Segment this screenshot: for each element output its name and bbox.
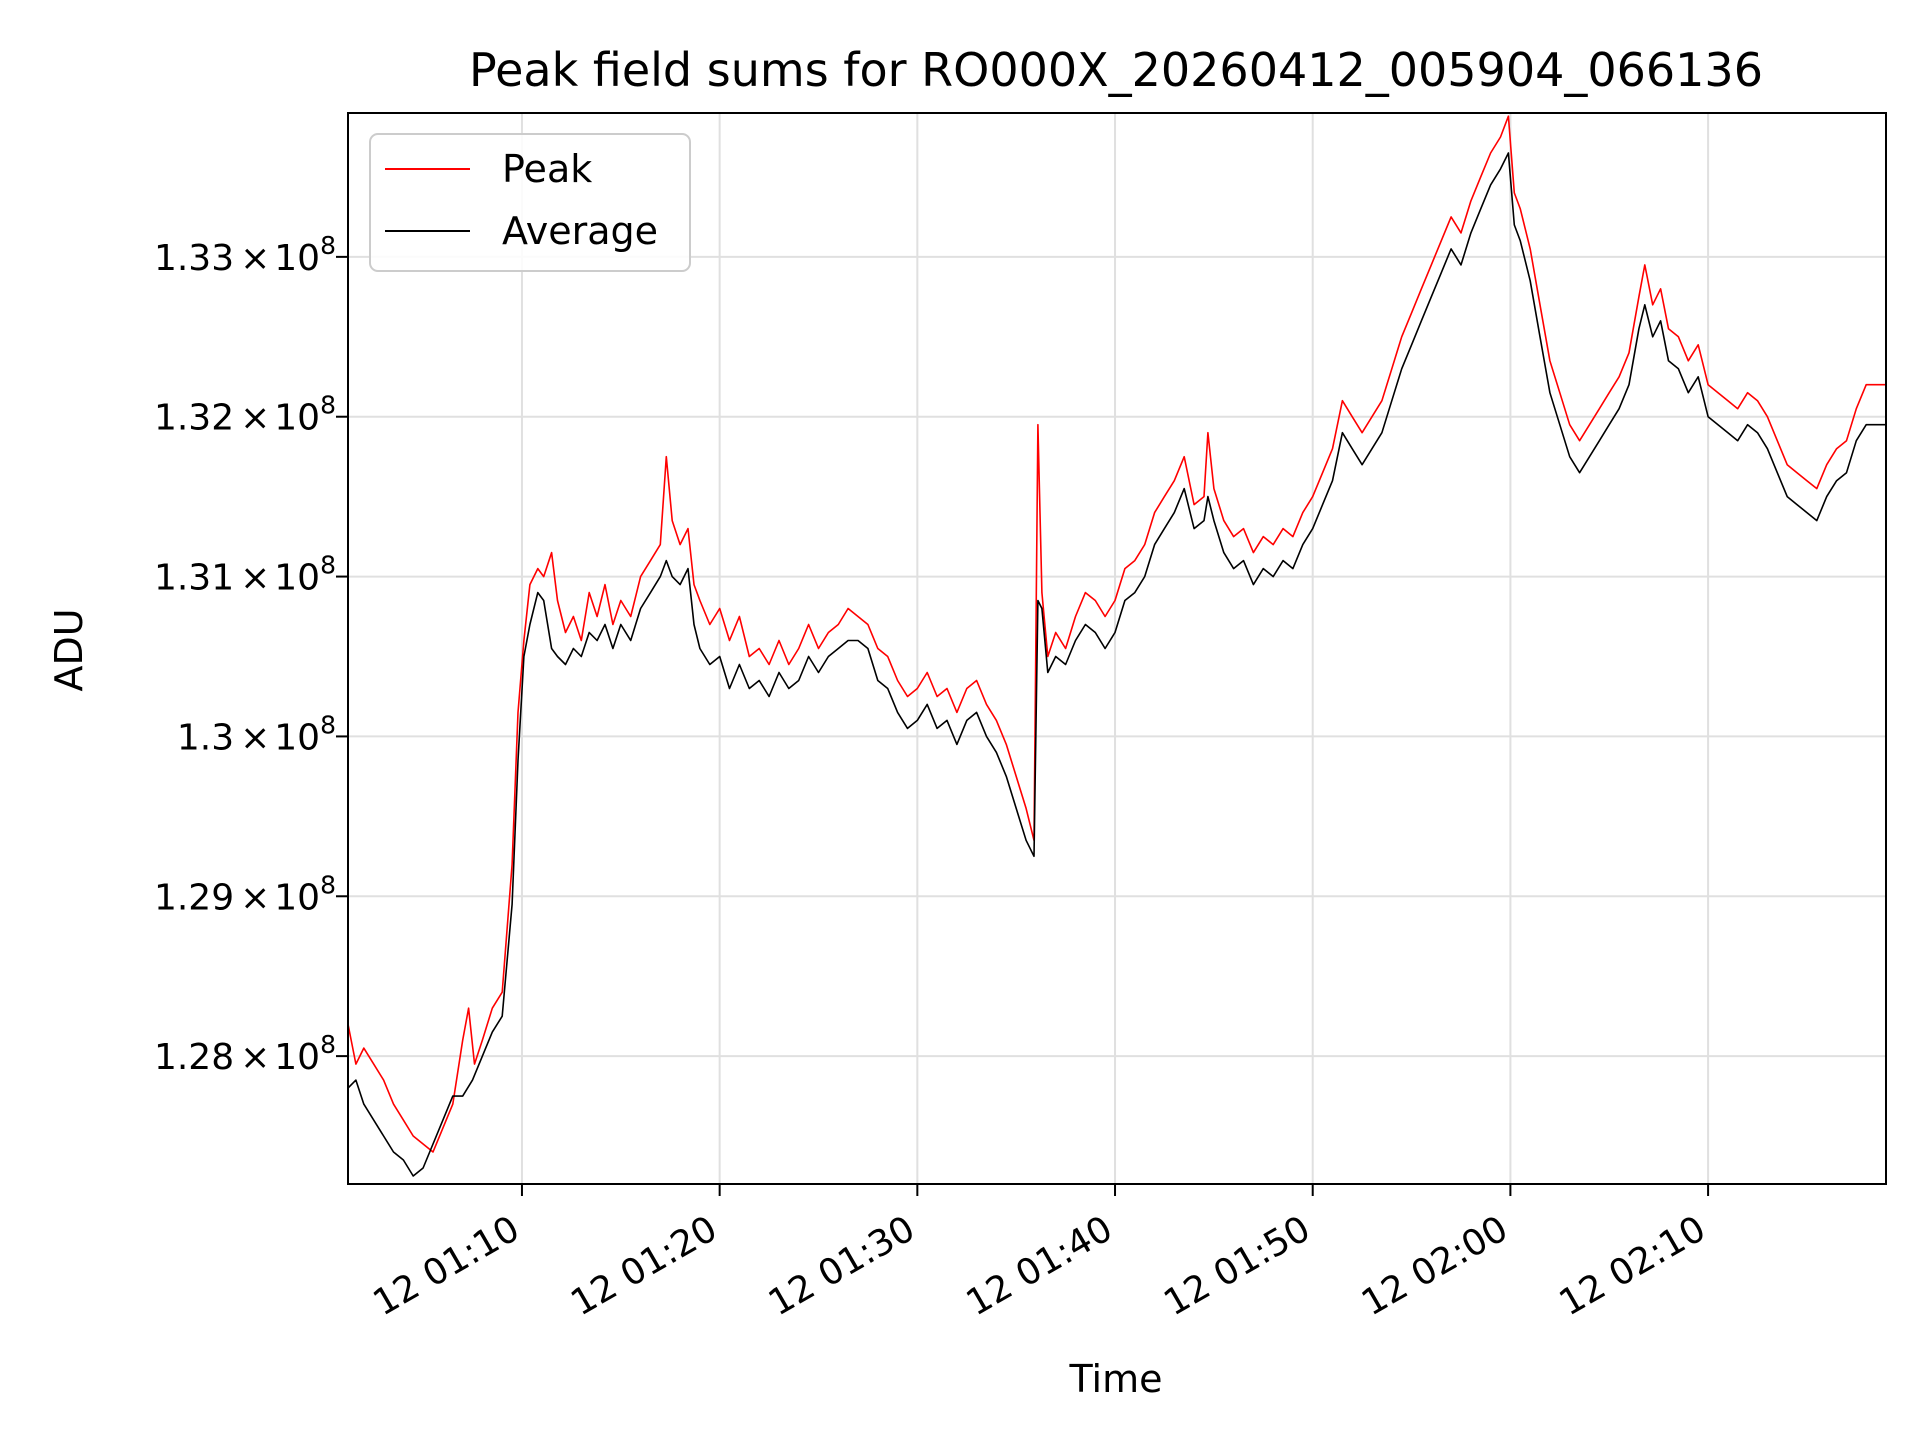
y-tick-times: ×	[240, 717, 270, 758]
y-tick-exponent: 8	[320, 870, 336, 899]
y-tick-base: 10	[274, 1037, 320, 1078]
legend: Peak Average	[369, 133, 691, 272]
series-layer	[347, 115, 1886, 1177]
y-tick-mantissa: 1.31	[154, 558, 234, 599]
series-line-average	[347, 152, 1886, 1177]
y-tick-times: ×	[240, 238, 270, 279]
y-tick-label: 1.31 × 108	[154, 551, 336, 599]
legend-label-average: Average	[502, 209, 658, 253]
y-tick-times: ×	[240, 877, 270, 918]
y-tick-exponent: 8	[320, 710, 336, 739]
y-tick-base: 10	[274, 717, 320, 758]
y-tick-exponent: 8	[320, 1030, 336, 1059]
y-tick-mantissa: 1.33	[154, 238, 234, 279]
y-tick-label: 1.28 × 108	[154, 1030, 336, 1078]
y-tick-exponent: 8	[320, 391, 336, 420]
x-axis-label: Time	[1069, 1357, 1163, 1401]
y-tick-times: ×	[240, 398, 270, 439]
y-tick-mantissa: 1.3	[177, 717, 234, 758]
series-line-peak	[347, 115, 1886, 1153]
y-tick-mantissa: 1.32	[154, 398, 234, 439]
grid-lines	[348, 113, 1886, 1184]
y-tick-label: 1.33 × 108	[154, 231, 336, 279]
y-tick-times: ×	[240, 1037, 270, 1078]
y-tick-label: 1.3 × 108	[177, 710, 336, 758]
y-tick-base: 10	[274, 558, 320, 599]
y-tick-base: 10	[274, 238, 320, 279]
y-axis-label: ADU	[47, 608, 91, 691]
y-tick-exponent: 8	[320, 231, 336, 260]
y-tick-label: 1.32 × 108	[154, 391, 336, 439]
y-tick-exponent: 8	[320, 551, 336, 580]
plot-frame	[347, 112, 1887, 1185]
y-tick-base: 10	[274, 398, 320, 439]
chart-title: Peak field sums for RO000X_20260412_0059…	[469, 43, 1763, 97]
y-tick-mantissa: 1.29	[154, 877, 234, 918]
legend-label-peak: Peak	[502, 147, 592, 191]
y-tick-label: 1.29 × 108	[154, 870, 336, 918]
y-tick-times: ×	[240, 558, 270, 599]
y-tick-base: 10	[274, 877, 320, 918]
y-tick-mantissa: 1.28	[154, 1037, 234, 1078]
